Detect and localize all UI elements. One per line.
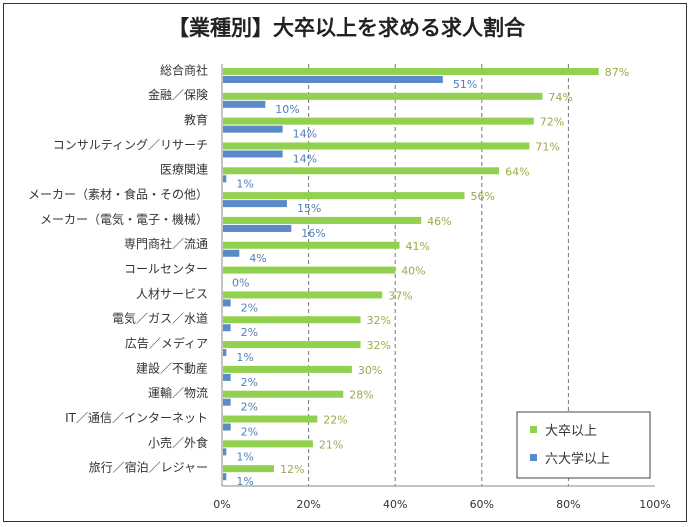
data-label: 22% <box>323 414 347 427</box>
data-label: 87% <box>605 66 629 79</box>
bar-rokudaigaku <box>223 224 292 232</box>
category-label: コールセンター <box>124 262 208 276</box>
data-label: 64% <box>505 165 529 178</box>
bar-daisotsu <box>223 291 383 299</box>
bar-daisotsu <box>223 167 500 175</box>
data-label: 14% <box>293 128 317 141</box>
category-label: 旅行／宿泊／レジャー <box>89 460 208 475</box>
legend-swatch <box>530 426 537 433</box>
x-tick-label: 100% <box>639 498 670 511</box>
data-label: 2% <box>241 401 258 414</box>
bar-rokudaigaku <box>223 175 227 183</box>
bar-rokudaigaku <box>223 200 287 208</box>
category-label: メーカー（電気・電子・機械） <box>40 211 208 226</box>
bar-daisotsu <box>223 117 534 125</box>
bar-rokudaigaku <box>223 299 231 307</box>
data-label: 74% <box>548 91 572 104</box>
data-label: 32% <box>367 314 391 327</box>
bar-rokudaigaku <box>223 324 231 332</box>
bar-rokudaigaku <box>223 249 240 257</box>
legend-box <box>516 411 651 479</box>
category-label: 医療関連 <box>160 163 208 177</box>
bar-rokudaigaku <box>223 76 443 83</box>
bar-daisotsu <box>223 142 530 150</box>
bar-daisotsu <box>223 241 400 249</box>
data-label: 14% <box>293 152 317 165</box>
category-label: 専門商社／流通 <box>124 236 208 251</box>
category-label: IT／通信／インターネット <box>65 411 208 425</box>
category-label: 広告／メディア <box>125 335 208 350</box>
category-label: 教育 <box>184 112 208 127</box>
legend-label: 六大学以上 <box>545 451 610 467</box>
data-label: 15% <box>297 202 321 215</box>
data-label: 21% <box>319 438 343 451</box>
data-label: 0% <box>232 277 249 290</box>
x-tick-label: 40% <box>383 498 407 511</box>
bar-daisotsu <box>223 440 313 448</box>
data-label: 4% <box>249 252 266 265</box>
data-label: 12% <box>280 463 304 476</box>
x-tick-label: 80% <box>556 498 580 511</box>
data-label: 10% <box>275 103 299 116</box>
chart-frame <box>3 3 687 522</box>
category-label: コンサルティング／リサーチ <box>53 138 208 152</box>
data-label: 37% <box>388 289 412 302</box>
data-label: 41% <box>406 240 430 253</box>
category-label: 小売／外食 <box>148 435 208 450</box>
category-label: 人材サービス <box>136 287 208 301</box>
data-label: 16% <box>301 227 325 240</box>
data-label: 1% <box>236 351 253 364</box>
category-label: 電気／ガス／水道 <box>112 311 208 326</box>
data-label: 1% <box>236 177 253 190</box>
data-label: 1% <box>236 475 253 488</box>
bar-rokudaigaku <box>223 150 283 158</box>
bar-rokudaigaku <box>223 448 227 456</box>
data-label: 32% <box>367 339 391 352</box>
category-label: 建設／不動産 <box>136 360 208 375</box>
bar-rokudaigaku <box>223 398 231 406</box>
data-label: 46% <box>427 215 451 228</box>
x-tick-label: 0% <box>213 498 230 511</box>
data-label: 71% <box>535 140 559 153</box>
bar-daisotsu <box>223 365 352 373</box>
data-label: 40% <box>401 265 425 278</box>
category-label: 運輸／物流 <box>148 385 208 400</box>
bar-rokudaigaku <box>223 349 227 357</box>
data-label: 51% <box>453 78 477 91</box>
bar-daisotsu <box>223 92 543 100</box>
data-label: 56% <box>470 190 494 203</box>
data-label: 2% <box>241 376 258 389</box>
bar-rokudaigaku <box>223 473 227 481</box>
x-tick-label: 60% <box>470 498 494 511</box>
data-label: 1% <box>236 450 253 463</box>
category-label: メーカー（素材・食品・その他） <box>28 187 208 202</box>
bar-rokudaigaku <box>223 373 231 381</box>
data-label: 72% <box>540 116 564 129</box>
x-tick-label: 20% <box>296 498 320 511</box>
bar-daisotsu <box>223 68 599 75</box>
data-label: 2% <box>241 326 258 339</box>
category-label: 総合商社 <box>160 62 208 77</box>
data-label: 30% <box>358 364 382 377</box>
bar-daisotsu <box>223 316 361 324</box>
data-label: 2% <box>241 301 258 314</box>
category-label: 金融／保険 <box>148 87 208 102</box>
bar-daisotsu <box>223 216 422 224</box>
bar-daisotsu <box>223 415 318 423</box>
data-label: 28% <box>349 389 373 402</box>
bar-daisotsu <box>223 192 465 200</box>
bar-daisotsu <box>223 465 274 473</box>
bar-rokudaigaku <box>223 125 283 133</box>
bar-rokudaigaku <box>223 100 266 108</box>
legend-swatch <box>530 454 537 461</box>
bar-daisotsu <box>223 390 344 398</box>
bar-daisotsu <box>223 266 396 274</box>
data-label: 2% <box>241 426 258 439</box>
bar-rokudaigaku <box>223 423 231 431</box>
legend-label: 大卒以上 <box>545 424 597 439</box>
bar-daisotsu <box>223 341 361 349</box>
chart-title: 【業種別】大卒以上を求める求人割合 <box>168 16 525 40</box>
